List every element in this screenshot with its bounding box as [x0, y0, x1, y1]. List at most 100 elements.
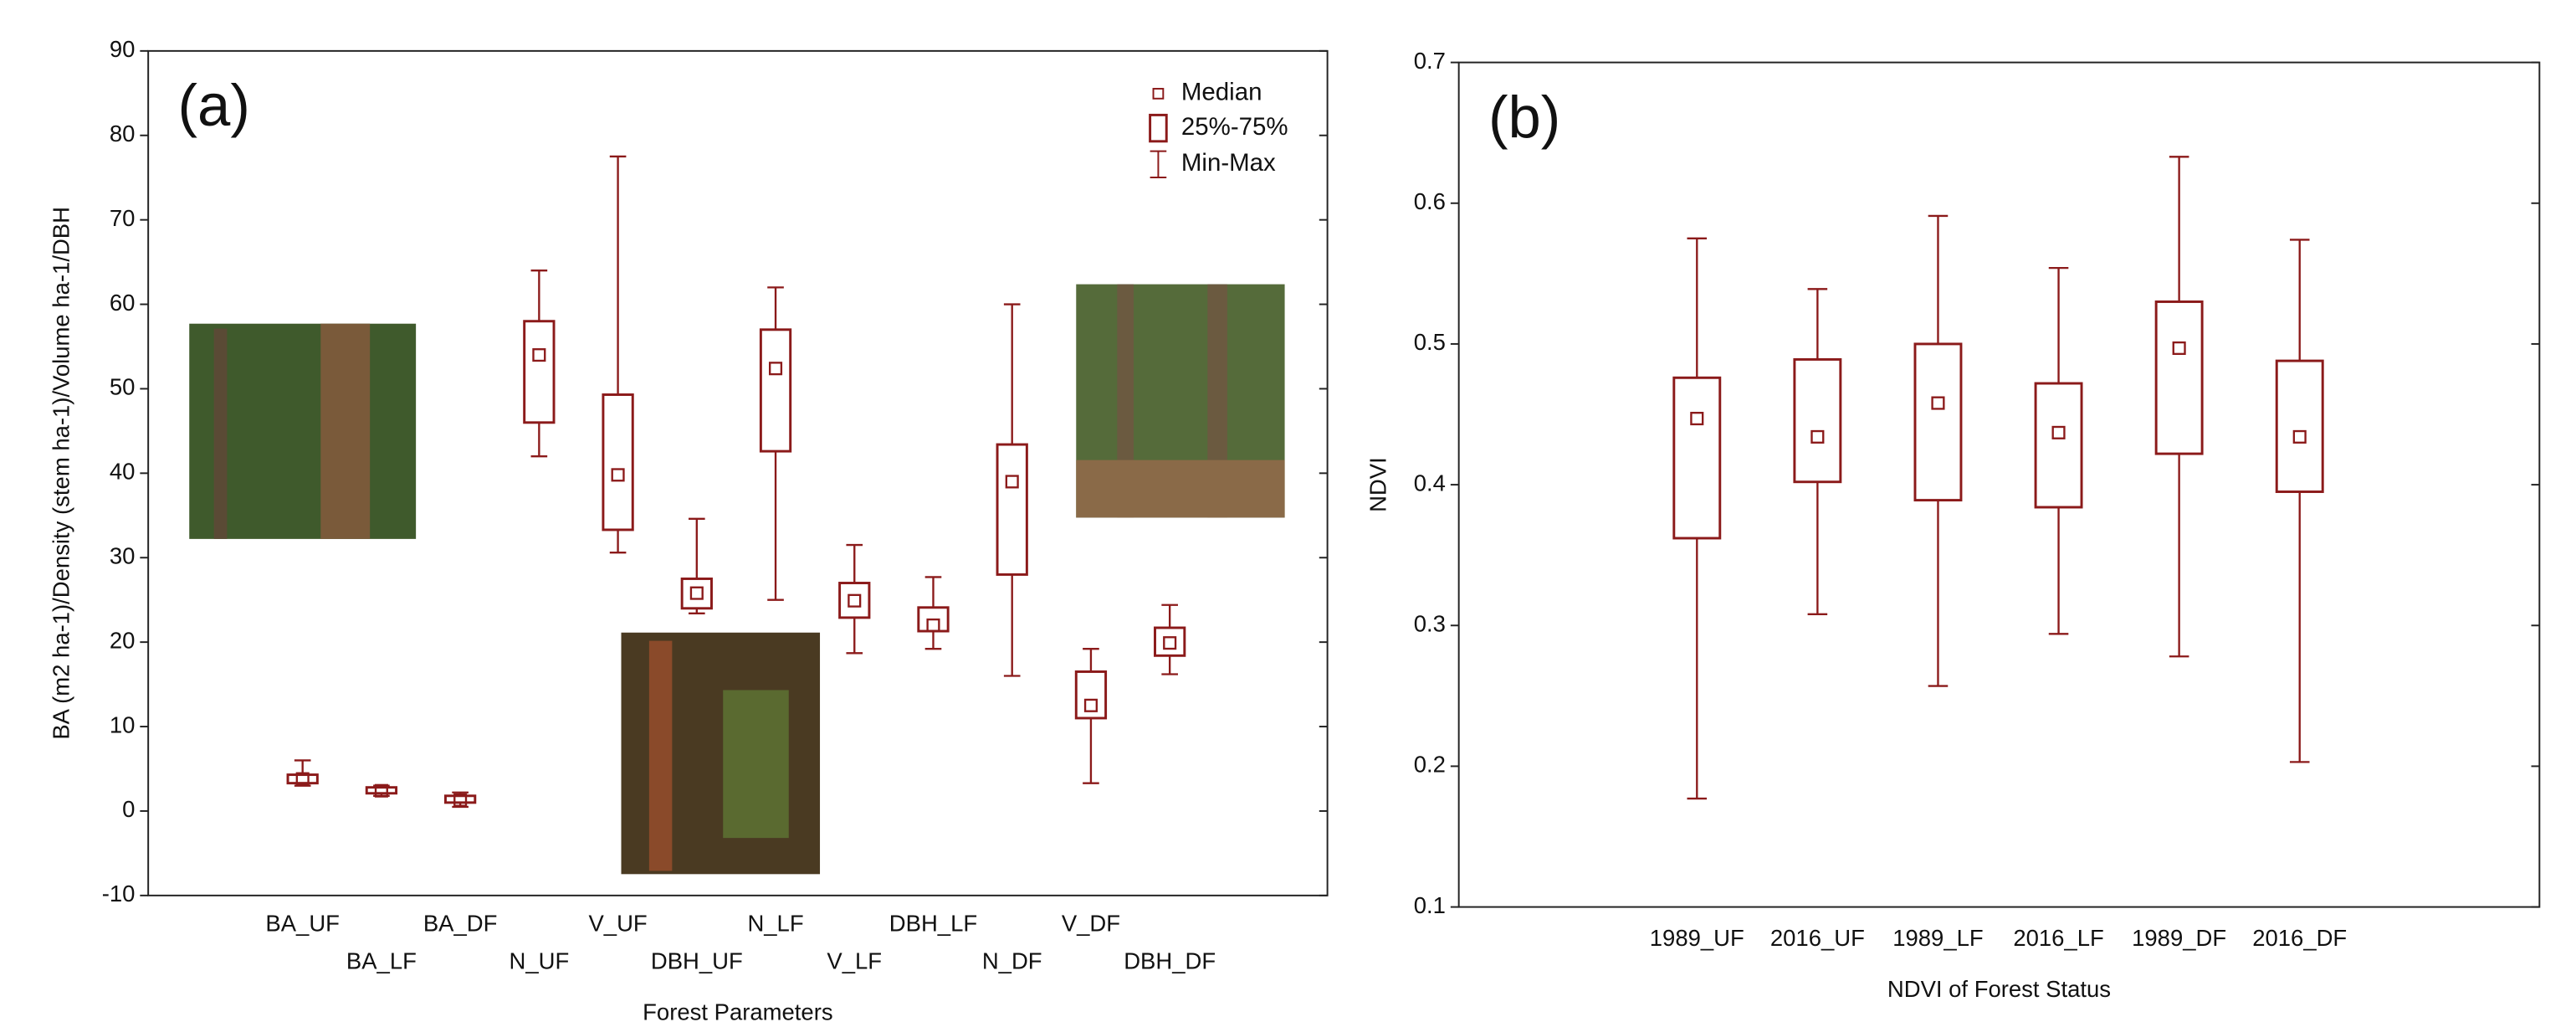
median-marker: [2051, 425, 2066, 439]
median-marker: [611, 468, 625, 482]
y-tick-label: 60: [110, 290, 136, 316]
photo: [1076, 284, 1285, 518]
y-tick-label: 80: [110, 121, 136, 146]
x-tick-label: 1989_DF: [2132, 925, 2226, 951]
box-group: [1154, 603, 1186, 675]
box: [680, 578, 713, 610]
y-tick-label: 0.4: [1414, 470, 1446, 496]
x-tick-label: BA_UF: [265, 910, 340, 936]
box: [1154, 626, 1186, 657]
y-tick-label: 0.5: [1414, 329, 1446, 355]
box: [2034, 382, 2083, 509]
y-tick-label: 0.2: [1414, 752, 1446, 778]
box-group: [996, 303, 1028, 677]
box-group: [1793, 288, 1842, 615]
y-tick-label: 90: [110, 36, 136, 62]
box: [1074, 670, 1108, 720]
y-tick-label: 70: [110, 205, 136, 231]
box-group: [602, 155, 634, 554]
median-marker: [1931, 396, 1945, 410]
box-group: [2275, 239, 2324, 763]
box-group: [286, 759, 319, 787]
box: [1672, 376, 1722, 540]
legend-symbol: [1149, 113, 1168, 143]
box: [759, 328, 792, 453]
median-marker: [768, 362, 783, 376]
y-tick-label: 20: [110, 627, 136, 653]
y-tick-label: 0.1: [1414, 892, 1446, 918]
box: [365, 786, 398, 795]
y-tick-label: 0.6: [1414, 188, 1446, 214]
box-group: [1672, 237, 1722, 800]
box: [996, 443, 1028, 576]
photo: [189, 323, 417, 539]
box: [2154, 300, 2204, 455]
legend-symbol: [1152, 88, 1165, 100]
median-marker: [2172, 341, 2186, 356]
box-group: [1074, 648, 1108, 784]
x-tick-label: V_LF: [827, 948, 882, 974]
y-axis-label: NDVI: [1365, 457, 1391, 512]
box-group: [2154, 156, 2204, 658]
box-group: [917, 576, 950, 650]
x-tick-label: V_UF: [588, 910, 647, 936]
median-marker: [848, 593, 862, 608]
y-axis-label: BA (m2 ha-1)/Density (stem ha-1)/Volume …: [48, 207, 74, 740]
x-tick-label: DBH_DF: [1124, 948, 1216, 974]
box: [286, 773, 319, 785]
box-group: [523, 270, 556, 458]
x-tick-label: 1989_LF: [1892, 925, 1983, 951]
x-tick-label: 2016_LF: [2013, 925, 2103, 951]
box: [523, 320, 556, 424]
box-group: [680, 517, 713, 615]
median-marker: [1163, 636, 1177, 650]
x-tick-label: BA_DF: [423, 910, 498, 936]
y-tick-label: 0.3: [1414, 611, 1446, 637]
y-tick-label: -10: [102, 881, 136, 906]
box-group: [759, 286, 792, 601]
x-tick-label: 2016_DF: [2252, 925, 2347, 951]
box-group: [1913, 214, 1963, 687]
median-marker: [1810, 429, 1825, 444]
median-marker: [1083, 698, 1098, 712]
x-tick-label: 1989_UF: [1650, 925, 1744, 951]
x-axis-label: Forest Parameters: [643, 999, 832, 1022]
y-tick-label: 50: [110, 374, 136, 400]
box-group: [2034, 266, 2083, 635]
x-tick-label: 2016_UF: [1770, 925, 1865, 951]
panel-label: (b): [1488, 84, 1560, 150]
panel-label: (a): [177, 72, 249, 138]
median-marker: [926, 618, 940, 633]
photo: [621, 632, 821, 875]
box: [602, 393, 634, 532]
box: [443, 794, 477, 804]
x-tick-label: DBH_UF: [651, 948, 743, 974]
median-marker: [1005, 475, 1019, 489]
x-axis-label: NDVI of Forest Status: [1887, 976, 2111, 1002]
median-marker: [532, 348, 546, 362]
x-tick-label: DBH_LF: [889, 910, 977, 936]
median-marker: [453, 793, 468, 807]
box-group: [443, 791, 477, 809]
box-group: [838, 543, 871, 655]
box: [2275, 359, 2324, 493]
x-tick-label: V_DF: [1062, 910, 1120, 936]
median-marker: [374, 783, 388, 798]
box-group: [365, 783, 398, 798]
y-tick-label: 40: [110, 459, 136, 485]
box: [838, 582, 871, 619]
median-marker: [1690, 412, 1704, 426]
y-tick-label: 30: [110, 543, 136, 569]
legend-label: Median: [1181, 79, 1262, 106]
median-marker: [689, 586, 704, 600]
x-tick-label: N_UF: [509, 948, 569, 974]
box: [1793, 357, 1842, 484]
box: [1913, 342, 1963, 502]
x-tick-label: N_DF: [982, 948, 1042, 974]
y-tick-label: 0.7: [1414, 48, 1446, 74]
y-tick-label: 0: [122, 796, 135, 822]
median-marker: [2292, 429, 2307, 444]
